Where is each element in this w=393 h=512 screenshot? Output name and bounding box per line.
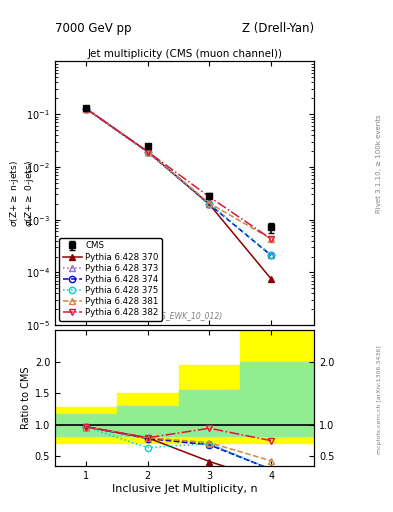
- Pythia 6.428 370: [207, 201, 212, 207]
- Line: Pythia 6.428 382: Pythia 6.428 382: [83, 105, 274, 242]
- Text: Rivet 3.1.10, ≥ 100k events: Rivet 3.1.10, ≥ 100k events: [376, 115, 382, 213]
- Pythia 6.428 374: [84, 105, 88, 112]
- Pythia 6.428 373: [84, 105, 88, 112]
- Line: Pythia 6.428 381: Pythia 6.428 381: [83, 105, 274, 242]
- Line: Pythia 6.428 375: Pythia 6.428 375: [83, 105, 274, 258]
- Pythia 6.428 370: [269, 276, 274, 282]
- Text: (CMS_EWK_10_012): (CMS_EWK_10_012): [147, 311, 223, 320]
- Pythia 6.428 374: [207, 201, 212, 207]
- Pythia 6.428 375: [207, 201, 212, 207]
- Text: 7000 GeV pp: 7000 GeV pp: [55, 22, 132, 35]
- Pythia 6.428 381: [145, 148, 150, 155]
- Line: Pythia 6.428 374: Pythia 6.428 374: [83, 105, 274, 259]
- Pythia 6.428 374: [269, 252, 274, 259]
- Pythia 6.428 374: [145, 149, 150, 155]
- Pythia 6.428 382: [207, 194, 212, 200]
- Pythia 6.428 375: [84, 105, 88, 112]
- Pythia 6.428 373: [145, 148, 150, 155]
- Y-axis label: $\sigma$(Z+$\geq$ n-jets)
$\sigma$(Z+$\geq$ 0-jets): $\sigma$(Z+$\geq$ n-jets) $\sigma$(Z+$\g…: [8, 160, 36, 227]
- Line: Pythia 6.428 370: Pythia 6.428 370: [83, 105, 274, 282]
- Pythia 6.428 381: [84, 105, 88, 112]
- Y-axis label: Ratio to CMS: Ratio to CMS: [20, 367, 31, 430]
- Pythia 6.428 375: [145, 149, 150, 155]
- Pythia 6.428 375: [269, 252, 274, 258]
- Pythia 6.428 370: [145, 148, 150, 155]
- X-axis label: Inclusive Jet Multiplicity, n: Inclusive Jet Multiplicity, n: [112, 483, 257, 494]
- Pythia 6.428 382: [84, 105, 88, 112]
- Pythia 6.428 381: [207, 200, 212, 206]
- Legend: CMS, Pythia 6.428 370, Pythia 6.428 373, Pythia 6.428 374, Pythia 6.428 375, Pyt: CMS, Pythia 6.428 370, Pythia 6.428 373,…: [59, 238, 162, 321]
- Pythia 6.428 382: [145, 148, 150, 155]
- Pythia 6.428 373: [269, 252, 274, 259]
- Title: Jet multiplicity (CMS (muon channel)): Jet multiplicity (CMS (muon channel)): [87, 49, 282, 59]
- Text: mcplots.cern.ch [arXiv:1306.3436]: mcplots.cern.ch [arXiv:1306.3436]: [377, 345, 382, 454]
- Pythia 6.428 370: [84, 105, 88, 112]
- Line: Pythia 6.428 373: Pythia 6.428 373: [83, 105, 274, 259]
- Pythia 6.428 381: [269, 236, 274, 242]
- Text: Z (Drell-Yan): Z (Drell-Yan): [242, 22, 314, 35]
- Pythia 6.428 382: [269, 236, 274, 242]
- Pythia 6.428 373: [207, 201, 212, 207]
